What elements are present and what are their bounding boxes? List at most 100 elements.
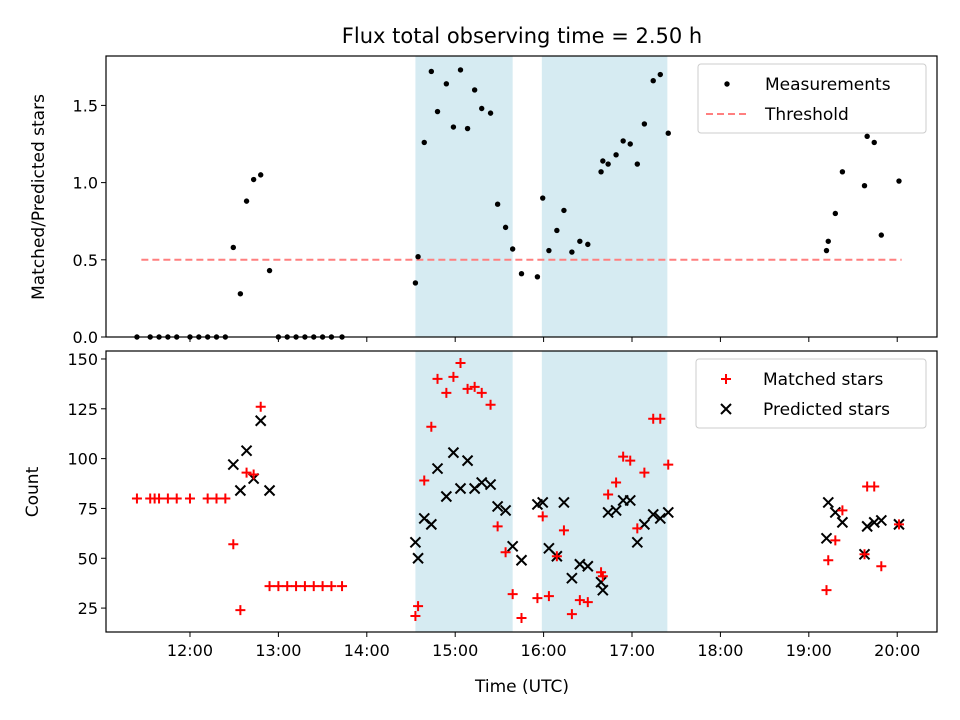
legend-measurement-marker [724,81,730,87]
bottom-y-tick-label: 100 [67,450,98,469]
legend-predicted-label: Predicted stars [763,400,890,420]
x-tick-label: 16:00 [521,641,567,660]
predicted-point [254,415,267,427]
matched-point [507,589,518,600]
x-tick-label: 18:00 [697,641,743,660]
matched-point [532,593,543,604]
matched-point [317,581,328,592]
x-tick-label: 19:00 [786,641,832,660]
matched-point [228,539,239,550]
measurement-point [464,125,471,132]
x-tick-label: 14:00 [344,641,390,660]
top-axes-frame [105,55,938,338]
x-tick-label: 17:00 [609,641,655,660]
matched-point [876,561,887,572]
predicted-point [263,484,276,497]
measurement-point [554,227,560,234]
measurement-point [657,71,663,78]
predicted-point [597,584,609,596]
top-shaded-interval-1 [415,56,513,337]
matched-point [308,581,319,592]
measurement-point [479,105,485,112]
matched-point [171,493,182,504]
predicted-point [647,508,659,521]
matched-point [337,581,348,592]
matched-point [469,381,480,392]
predicted-point [447,446,460,459]
matched-point [574,595,585,606]
predicted-point [624,494,636,507]
predicted-point [234,484,247,497]
matched-point [432,373,443,384]
measurement-point [509,246,516,252]
matched-point [618,451,629,462]
predicted-point [491,500,504,513]
matched-point [264,581,275,592]
matched-point [611,477,622,488]
measurement-point [600,158,606,164]
legend-matched-marker [721,374,731,384]
predicted-point [610,504,622,517]
top-y-tick-label: 1.0 [73,174,98,193]
matched-point [448,371,459,382]
predicted-point [582,560,594,572]
matched-point [543,591,554,602]
top-y-tick-label: 0.5 [73,251,98,270]
matched-point [154,493,165,504]
top-y-axis-label: Matched/Predicted stars [29,94,49,300]
matched-point [830,535,841,546]
matched-point [255,401,266,412]
matched-point [582,597,593,608]
measurement-point [878,232,885,238]
matched-point [184,493,195,504]
measurement-point [518,270,525,277]
predicted-point [875,514,888,527]
predicted-point [484,478,497,491]
measurement-point [823,247,830,254]
measurement-point [832,210,839,217]
matched-point [639,467,650,478]
matched-point [162,493,173,504]
bottom-shaded-interval-2 [541,351,668,632]
measurement-point [540,195,546,201]
measurement-point [585,241,591,248]
x-tick-label: 12:00 [167,641,213,660]
top-shaded-interval-2 [541,56,668,337]
plot-layer: 0.0 0.5 1.0 1.5 Measurements Threshold 12:00 13… [67,55,938,660]
predicted-point [836,516,849,529]
matched-point [455,357,466,368]
predicted-point [820,532,833,545]
measurement-point [864,133,870,139]
matched-point [655,413,666,424]
matched-point [869,481,880,492]
legend-threshold-label: Threshold [764,105,849,125]
predicted-point [499,504,512,517]
predicted-point [227,458,240,471]
predicted-point [240,444,253,457]
measurement-point [665,130,671,136]
measurement-point [650,78,656,84]
matched-point [235,605,246,616]
predicted-point [566,572,578,584]
measurement-point [896,178,902,184]
measurement-point [450,124,457,130]
matched-point [837,505,848,516]
x-tick-label: 20:00 [874,641,920,660]
measurement-point [230,244,237,251]
top-legend-box [697,63,927,134]
matched-point [558,525,569,536]
measurement-point [598,169,604,175]
predicted-point [476,476,488,489]
predicted-point [515,554,528,566]
matched-point [516,613,527,624]
predicted-point [822,496,834,509]
matched-point [291,581,302,592]
matched-point [537,511,548,522]
matched-point [462,383,473,394]
bottom-axes-frame [105,350,938,633]
matched-point [625,455,636,466]
predicted-point [861,520,873,533]
matched-point [410,611,421,622]
matched-point [413,601,424,612]
measurement-point [620,138,626,144]
